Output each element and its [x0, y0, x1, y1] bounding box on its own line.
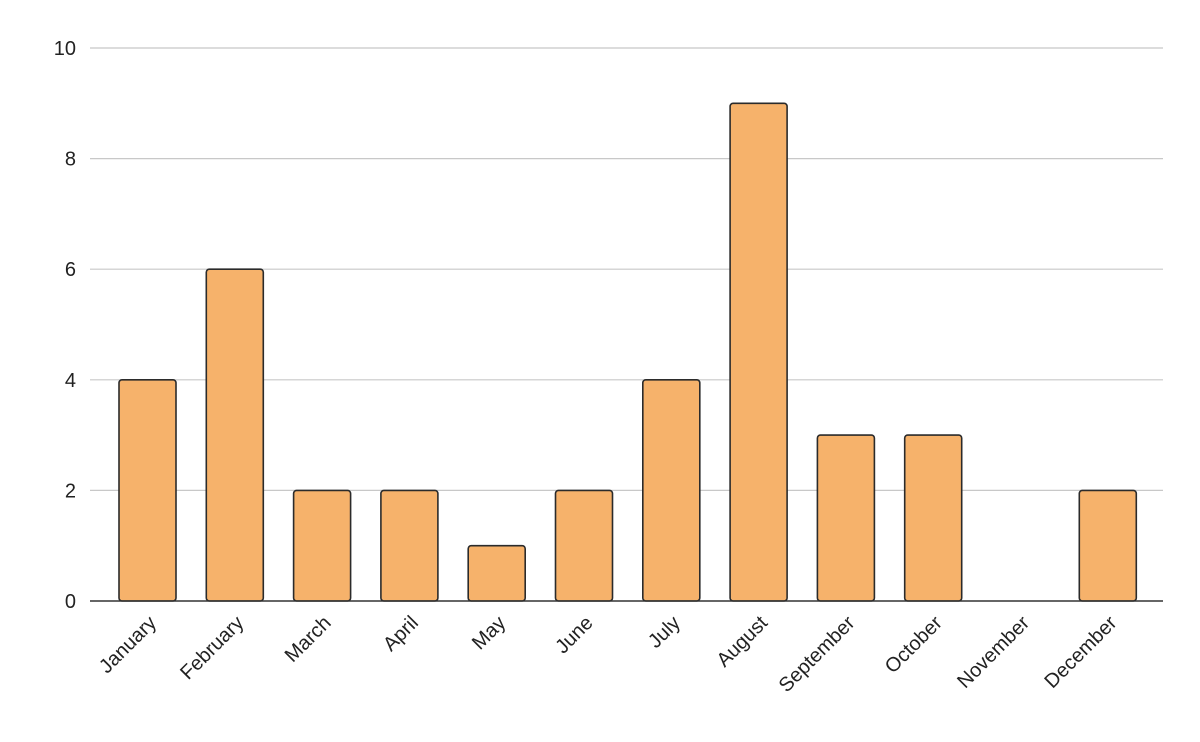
y-tick-label: 8 [65, 149, 76, 171]
bar-july [641, 378, 701, 602]
x-tick-label-december: December [1041, 612, 1122, 693]
bar-october [903, 434, 963, 602]
bar-february [205, 268, 265, 602]
y-tick-label: 10 [54, 38, 76, 60]
x-tick-label-january: January [95, 612, 161, 678]
x-tick-label-june: June [551, 612, 597, 658]
bar-june [554, 489, 614, 602]
y-tick-label: 0 [65, 591, 76, 613]
bar-december [1078, 489, 1138, 602]
gridlines [90, 47, 1163, 491]
bar-january [118, 378, 177, 602]
bar-august [729, 102, 788, 602]
bars [118, 102, 1138, 602]
x-tick-label-february: February [176, 612, 248, 684]
bar-september [816, 434, 876, 602]
x-tick-label-november: November [953, 612, 1034, 693]
bar-march [292, 489, 352, 602]
y-tick-label: 4 [65, 370, 76, 392]
x-tick-label-may: May [468, 612, 510, 654]
y-tick-label: 2 [65, 480, 76, 502]
x-tick-label-april: April [379, 612, 423, 656]
x-tick-label-september: September [775, 612, 860, 697]
bar-april [380, 489, 439, 602]
x-tick-label-october: October [881, 612, 947, 678]
x-tick-label-july: July [644, 612, 685, 653]
y-axis-tick-labels: 0 2 4 6 8 10 [54, 38, 76, 613]
x-axis-tick-labels: January February March April May June July Augu… [95, 612, 1121, 697]
bar-may [467, 544, 527, 602]
x-tick-label-march: March [281, 612, 336, 667]
y-tick-label: 6 [65, 259, 76, 281]
x-tick-label-august: August [713, 612, 773, 672]
